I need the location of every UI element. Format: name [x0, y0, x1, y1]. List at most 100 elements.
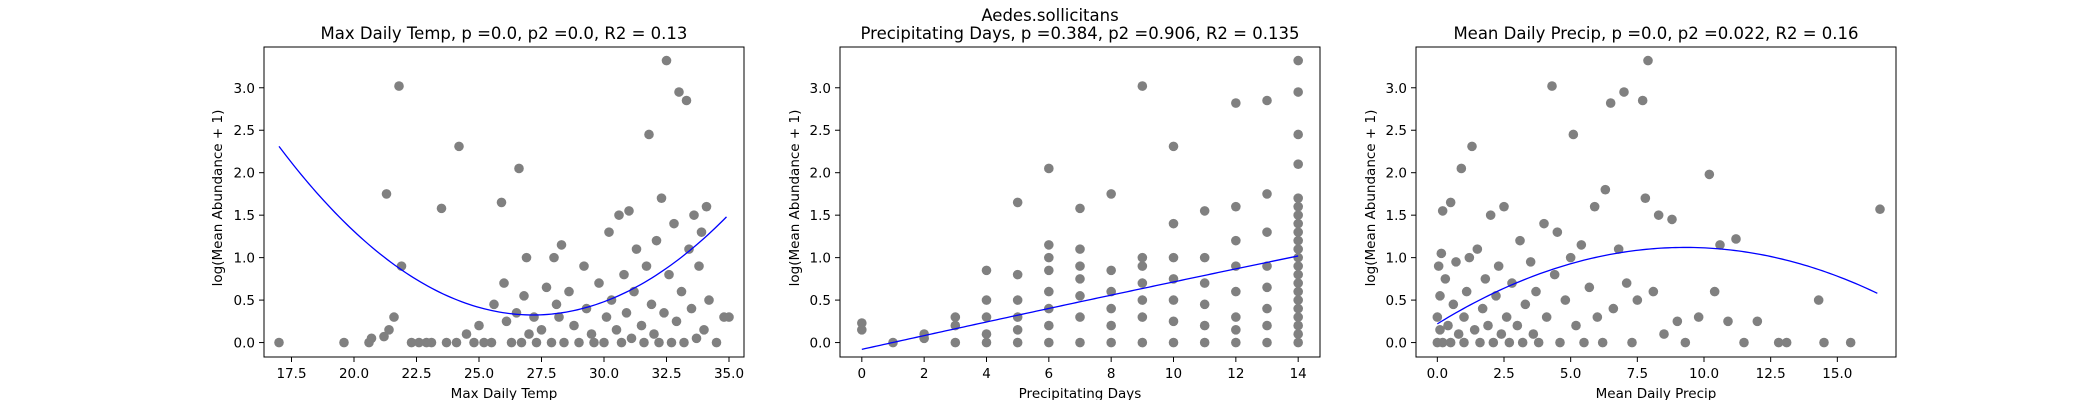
data-point — [514, 163, 524, 174]
data-point — [1648, 286, 1659, 297]
data-point — [1549, 269, 1560, 280]
data-point — [614, 210, 624, 220]
data-point — [516, 337, 527, 348]
data-point — [506, 337, 517, 348]
data-point — [1262, 189, 1272, 199]
data-point — [1231, 325, 1241, 335]
data-point — [1672, 316, 1683, 327]
data-point — [1044, 252, 1054, 263]
x-tick-label: 35.0 — [714, 366, 744, 382]
x-tick-label: 12.5 — [1756, 366, 1786, 382]
data-point — [486, 337, 497, 348]
data-point — [1075, 203, 1085, 214]
data-point — [689, 210, 699, 220]
fit-line — [278, 145, 727, 316]
data-point — [536, 325, 547, 335]
data-point — [441, 337, 452, 348]
data-point — [684, 244, 694, 254]
data-point — [1493, 261, 1504, 271]
data-point — [1231, 337, 1241, 348]
data-point — [1571, 320, 1581, 331]
x-axis-label: Mean Daily Precip — [1596, 386, 1717, 400]
y-tick-label: 1.0 — [234, 251, 255, 267]
data-point — [1488, 337, 1499, 348]
data-point — [1552, 227, 1563, 237]
data-point — [1627, 337, 1637, 348]
data-point — [384, 325, 394, 335]
data-point — [646, 299, 657, 310]
data-point — [1435, 291, 1445, 301]
data-point — [426, 337, 437, 348]
data-point — [531, 337, 542, 348]
data-point — [1653, 210, 1664, 220]
data-point — [496, 197, 507, 208]
y-tick-label: 1.0 — [810, 251, 831, 267]
x-tick-label: 0.0 — [1427, 366, 1448, 382]
data-point — [599, 337, 609, 348]
data-point — [589, 337, 599, 348]
data-point — [1199, 206, 1210, 216]
data-point — [1459, 312, 1469, 322]
data-point — [1608, 303, 1619, 314]
data-point — [1262, 261, 1272, 271]
x-tick-label: 27.5 — [526, 366, 556, 382]
data-point — [274, 337, 284, 348]
data-point — [1075, 274, 1085, 284]
data-point — [1528, 329, 1539, 339]
data-point — [1568, 129, 1579, 140]
data-point — [574, 337, 584, 348]
data-point — [1231, 286, 1241, 297]
subplot-precipitating-days: Precipitating Days, p =0.384, p2 =0.906,… — [787, 24, 1321, 400]
data-point — [1106, 265, 1116, 276]
data-point — [1168, 218, 1179, 229]
data-point — [1715, 240, 1725, 250]
data-point — [699, 325, 709, 335]
data-point — [1262, 95, 1272, 106]
x-tick-label: 32.5 — [651, 366, 681, 382]
figure-suptitle: Aedes.sollicitans — [981, 6, 1118, 25]
data-point — [1773, 337, 1784, 348]
data-point — [379, 331, 389, 342]
y-axis-label: log(Mean Abundance + 1) — [1363, 110, 1379, 287]
data-point — [691, 333, 702, 344]
y-tick-label: 2.0 — [810, 166, 831, 182]
data-point — [676, 286, 687, 297]
data-point — [1293, 269, 1303, 280]
data-point — [1496, 329, 1507, 339]
data-point — [1515, 235, 1525, 246]
data-point — [1547, 81, 1557, 91]
y-tick-label: 2.5 — [810, 123, 831, 139]
data-point — [1293, 337, 1303, 348]
data-point — [1605, 98, 1616, 108]
y-tick-label: 1.0 — [1386, 251, 1407, 267]
data-point — [1435, 325, 1445, 335]
data-point — [586, 329, 597, 339]
data-point — [1199, 320, 1210, 331]
data-point — [1445, 337, 1456, 348]
data-point — [1106, 189, 1116, 199]
data-point — [1667, 214, 1677, 225]
plot-frame — [839, 46, 1321, 358]
data-point — [381, 189, 392, 199]
data-point — [1579, 337, 1589, 348]
data-point — [1680, 337, 1691, 348]
x-tick-label: 10 — [1165, 366, 1182, 382]
data-point — [654, 337, 664, 348]
y-tick-label: 0.0 — [234, 336, 255, 352]
data-point — [1453, 329, 1464, 339]
data-point — [559, 337, 569, 348]
data-point — [1731, 234, 1741, 244]
data-point — [981, 337, 992, 348]
data-point — [1106, 320, 1116, 331]
data-point — [564, 286, 574, 297]
data-point — [1632, 295, 1643, 305]
data-point — [701, 201, 712, 212]
data-point — [636, 320, 647, 331]
data-point — [556, 240, 567, 250]
data-point — [1752, 316, 1763, 327]
y-tick-label: 0.5 — [234, 293, 255, 309]
data-point — [1576, 240, 1587, 250]
data-point — [1472, 244, 1483, 254]
data-point — [1293, 129, 1303, 140]
